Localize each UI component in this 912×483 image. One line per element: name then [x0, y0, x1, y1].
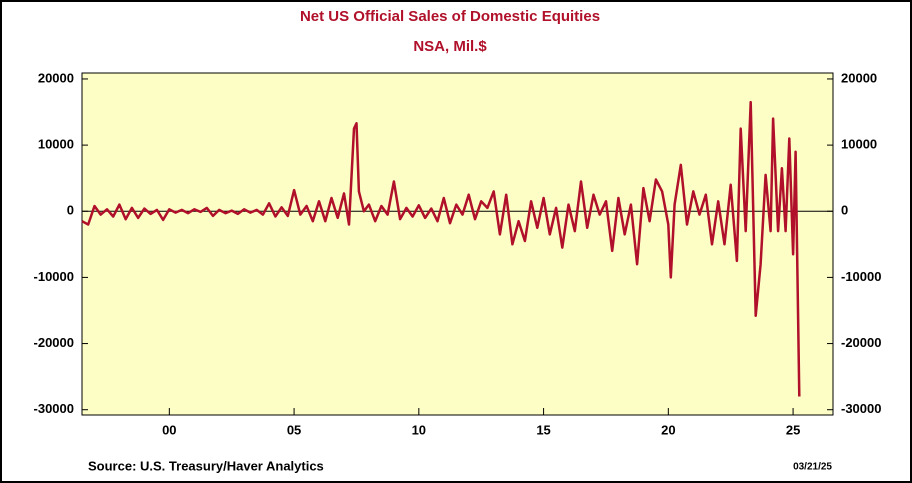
chart-title: Net US Official Sales of Domestic Equiti…: [300, 8, 600, 25]
plot-area: [81, 72, 834, 416]
x-tick-label: 10: [412, 422, 426, 437]
y2-tick-label: 0: [841, 203, 848, 218]
data-line: [81, 100, 801, 397]
source: Source: U.S. Treasury/Haver Analytics: [88, 458, 324, 473]
date: 03/21/25: [793, 462, 832, 473]
x-tick-label: 15: [536, 422, 550, 437]
y-tick-label: 0: [67, 203, 74, 218]
x-tick-label: 25: [786, 422, 800, 437]
y2-tick-label: -10000: [841, 269, 881, 284]
y-tick-label: 20000: [38, 70, 74, 85]
y2-tick-label: -20000: [841, 335, 881, 350]
x-tick-label: 20: [661, 422, 675, 437]
x-tick-label: 00: [162, 422, 176, 437]
y-tick-label: -20000: [34, 335, 74, 350]
y2-tick-label: 20000: [841, 70, 877, 85]
y-tick-label: 10000: [38, 137, 74, 152]
y-tick-label: -10000: [34, 269, 74, 284]
x-tick-label: 05: [287, 422, 301, 437]
y-tick-label: -30000: [34, 401, 74, 416]
y2-tick-label: 10000: [841, 137, 877, 152]
chart-subtitle: NSA, Mil.$: [413, 38, 487, 55]
y2-tick-label: -30000: [841, 401, 881, 416]
